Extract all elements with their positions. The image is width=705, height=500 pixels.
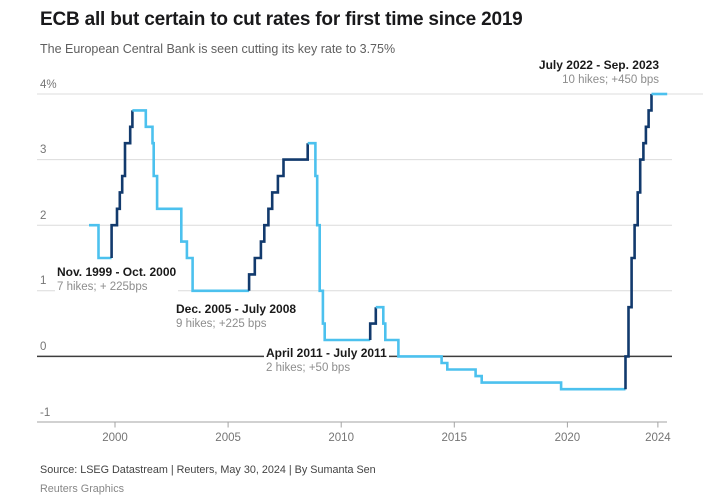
annotation-hike-cycle-1999: Nov. 1999 - Oct. 2000 7 hikes; + 225bps <box>55 265 179 295</box>
rate-line-segment-dark <box>247 143 310 291</box>
rate-line-segment-light <box>375 305 626 391</box>
annotation-detail: 7 hikes; + 225bps <box>57 281 148 293</box>
annotation-detail: 10 hikes; +450 bps <box>562 74 659 86</box>
rate-line-segment-light <box>307 141 371 342</box>
rate-line-segment-dark <box>368 307 378 340</box>
annotation-hike-cycle-2011: April 2011 - July 2011 2 hikes; +50 bps <box>264 346 389 376</box>
annotation-title: Nov. 1999 - Oct. 2000 <box>57 265 177 279</box>
rate-line-segment-dark <box>624 94 653 390</box>
annotation-hike-cycle-2022: July 2022 - Sep. 2023 10 hikes; +450 bps <box>536 58 661 88</box>
rate-line-segment-dark <box>110 110 134 258</box>
chart-subtitle: The European Central Bank is seen cuttin… <box>40 42 396 56</box>
annotation-hike-cycle-2005: Dec. 2005 - July 2008 9 hikes; +225 bps <box>174 302 299 332</box>
source-line: Source: LSEG Datastream | Reuters, May 3… <box>40 464 376 476</box>
annotation-title: July 2022 - Sep. 2023 <box>538 58 659 72</box>
annotation-detail: 2 hikes; +50 bps <box>266 362 351 374</box>
rate-line-segment-light <box>132 109 250 293</box>
reuters-graphics-credit: Reuters Graphics <box>40 483 125 495</box>
chart-title: ECB all but certain to cut rates for fir… <box>40 9 523 30</box>
annotation-title: April 2011 - July 2011 <box>266 346 387 360</box>
rate-line-segment-light <box>89 223 112 260</box>
annotation-detail: 9 hikes; +225 bps <box>176 318 267 330</box>
annotation-title: Dec. 2005 - July 2008 <box>176 302 297 316</box>
